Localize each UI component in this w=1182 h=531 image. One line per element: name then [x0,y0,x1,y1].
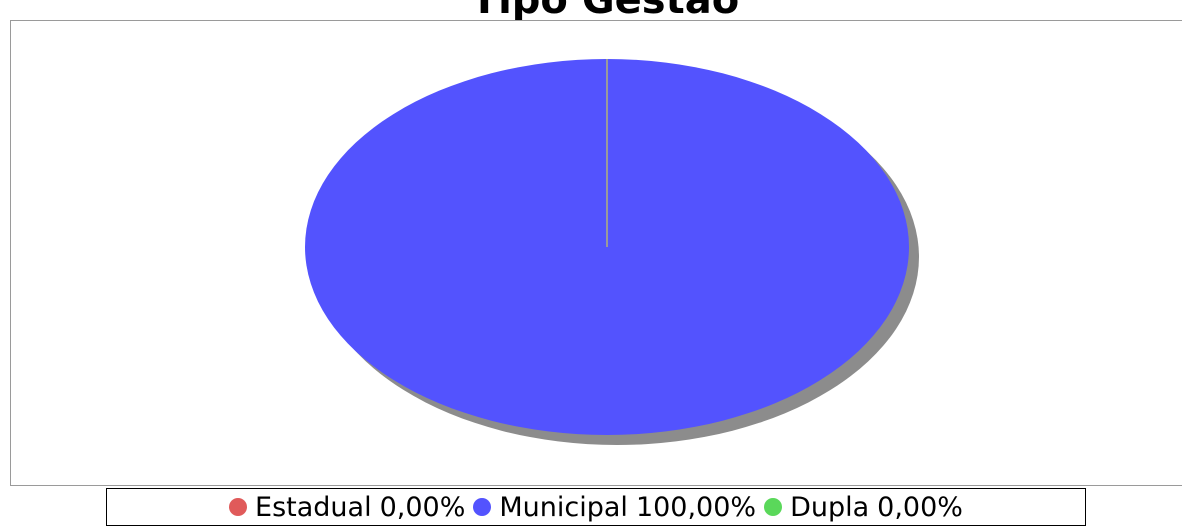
legend-swatch-estadual [229,498,248,516]
legend-value-dupla: 0,00% [877,491,963,523]
legend-label-dupla: Dupla [790,491,870,523]
legend-value-estadual: 0,00% [379,491,466,523]
chart-title: Tipo Gestão [470,0,740,23]
legend-label-municipal: Municipal [499,491,628,523]
legend-item-municipal: Municipal 100,00% [473,492,756,523]
legend-label-estadual: Estadual [255,491,372,523]
plot-area [10,20,1182,486]
legend-item-estadual: Estadual 0,00% [229,492,465,523]
legend-value-municipal: 100,00% [635,491,757,523]
pie-canvas [305,59,919,445]
legend-swatch-municipal [473,498,492,516]
legend: Estadual 0,00% Municipal 100,00% Dupla 0… [106,488,1086,526]
legend-item-dupla: Dupla 0,00% [764,492,963,523]
legend-swatch-dupla [764,498,783,516]
